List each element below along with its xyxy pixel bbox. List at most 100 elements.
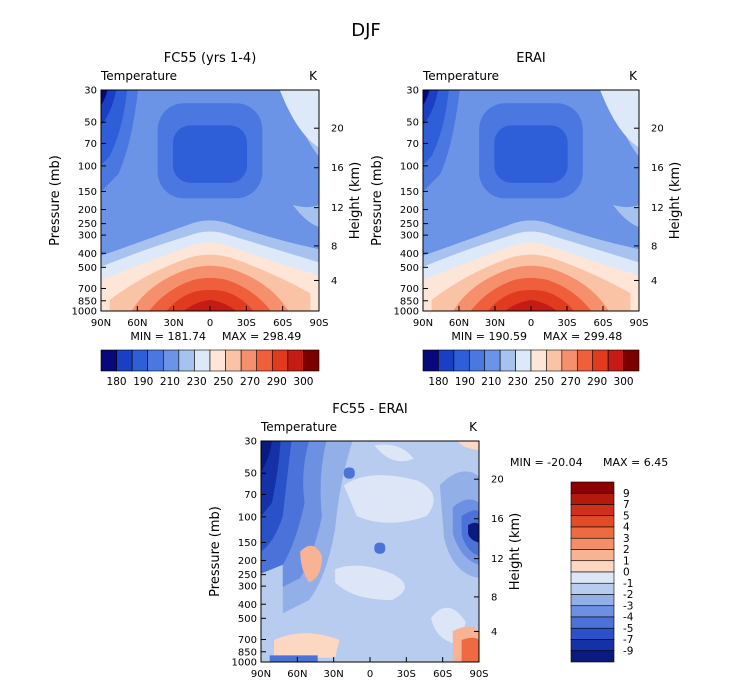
y-tick-label: 150 [238, 538, 257, 549]
colorbar-swatch [131, 349, 149, 372]
colorbar-swatch [570, 616, 615, 629]
colorbar-swatch [147, 349, 164, 372]
y-tick-label: 1000 [72, 307, 97, 318]
y-tick-label: 150 [400, 187, 419, 198]
contour-region [468, 522, 479, 543]
colorbar-label: 1 [623, 555, 630, 567]
y-tick-label: 300 [78, 231, 97, 242]
colorbar-swatch [515, 349, 532, 372]
y-tick-label: 70 [84, 139, 97, 150]
y2-tick-label: 20 [651, 124, 664, 135]
colorbar-label: 5 [623, 510, 630, 522]
contour-region [172, 125, 248, 183]
y2-tick-label: 8 [491, 592, 497, 603]
panel-title: FC55 - ERAI [332, 402, 408, 417]
panel-left-label: Temperature [260, 420, 337, 434]
y-tick-label: 30 [84, 86, 97, 97]
y2-tick-label: 12 [651, 203, 664, 214]
x-tick-label: 90N [251, 669, 271, 680]
y2-tick-label: 12 [491, 554, 504, 565]
x-tick-label: 90S [469, 669, 488, 680]
colorbar-label: -3 [623, 600, 633, 612]
colorbar-swatch [570, 627, 615, 640]
contour-region [374, 542, 386, 554]
contour-region [101, 90, 117, 126]
colorbar-swatch [570, 594, 615, 607]
panel-right-label: K [469, 420, 478, 434]
contour-region [335, 565, 405, 601]
colorbar-label: 290 [267, 376, 287, 388]
colorbar-label: 4 [623, 522, 630, 534]
colorbar-swatch [570, 650, 615, 663]
y-tick-label: 50 [244, 469, 257, 480]
y-tick-label: 500 [78, 263, 97, 274]
colorbar-swatch [570, 526, 615, 539]
y-tick-label: 1000 [394, 307, 419, 318]
contour-region [374, 444, 414, 462]
colorbar-label: 180 [428, 376, 448, 388]
colorbar-swatch [100, 349, 117, 372]
y-tick-label: 100 [238, 512, 257, 523]
x-tick-label: 60N [287, 669, 307, 680]
contour-region [292, 204, 319, 227]
contour-region [505, 299, 557, 311]
min-label: MIN = 181.74 [130, 330, 206, 343]
x-tick-label: 0 [528, 318, 534, 329]
x-tick-label: 60S [593, 318, 612, 329]
colorbar-swatch [570, 571, 615, 584]
y-tick-label: 200 [238, 556, 257, 567]
y2-axis-label: Height (km) [348, 162, 363, 239]
colorbar-swatch [570, 537, 615, 550]
colorbar-swatch [209, 349, 226, 372]
colorbar-label: 250 [213, 376, 233, 388]
min-label: MIN = 190.59 [451, 330, 527, 343]
y2-axis-label: Height (km) [508, 513, 523, 590]
y-axis-label: Pressure (mb) [208, 506, 223, 597]
colorbar-swatch [561, 349, 578, 372]
y-tick-label: 700 [78, 284, 97, 295]
colorbar-swatch [623, 349, 640, 372]
colorbar-swatch [570, 549, 615, 562]
contour-region [300, 545, 322, 583]
y-tick-label: 400 [78, 249, 97, 260]
y2-tick-label: 12 [331, 203, 344, 214]
contour-region [101, 90, 108, 106]
y2-tick-label: 8 [651, 241, 657, 252]
y-tick-label: 1000 [232, 658, 257, 669]
y-tick-label: 700 [400, 284, 419, 295]
panel-title: ERAI [516, 51, 545, 66]
x-tick-label: 90S [309, 318, 328, 329]
colorbar-label: 9 [623, 488, 630, 500]
colorbar-label: 230 [187, 376, 207, 388]
y-tick-label: 70 [406, 139, 419, 150]
y-tick-label: 100 [78, 161, 97, 172]
colorbar-label: 290 [587, 376, 607, 388]
chart-panel-erai: ERAI Temperature K 90N 60N 30N 0 30S 60S 90S 30 50 7… [370, 51, 683, 388]
y-tick-label: 400 [238, 600, 257, 611]
colorbar-swatch [116, 349, 133, 372]
y-tick-label: 150 [78, 187, 97, 198]
colorbar-swatch [271, 349, 289, 372]
colorbar-label: 270 [240, 376, 260, 388]
colorbar-swatch [592, 349, 609, 372]
max-label: MAX = 299.48 [543, 330, 622, 343]
x-tick-label: 0 [367, 669, 373, 680]
colorbar-swatch [484, 349, 501, 372]
chart-panel-diff: FC55 - ERAI Temperature K 90N 60N 30N 0 30S 60S 9… [208, 402, 668, 680]
colorbar-label: 210 [160, 376, 180, 388]
contour-region [279, 90, 319, 148]
x-tick-label: 30S [557, 318, 576, 329]
y-tick-label: 300 [400, 231, 419, 242]
y-tick-label: 700 [238, 635, 257, 646]
x-tick-label: 90S [629, 318, 648, 329]
colorbar-label: -5 [623, 623, 633, 635]
contour-region [183, 299, 237, 311]
y-tick-label: 500 [400, 263, 419, 274]
colorbar-swatch [162, 349, 180, 372]
colorbar-label: -2 [623, 589, 633, 601]
y-tick-label: 70 [244, 490, 257, 501]
colorbar-label: 270 [561, 376, 581, 388]
colorbar-label: 7 [623, 499, 630, 511]
x-tick-label: 30N [485, 318, 505, 329]
colorbar-swatch [256, 349, 273, 372]
